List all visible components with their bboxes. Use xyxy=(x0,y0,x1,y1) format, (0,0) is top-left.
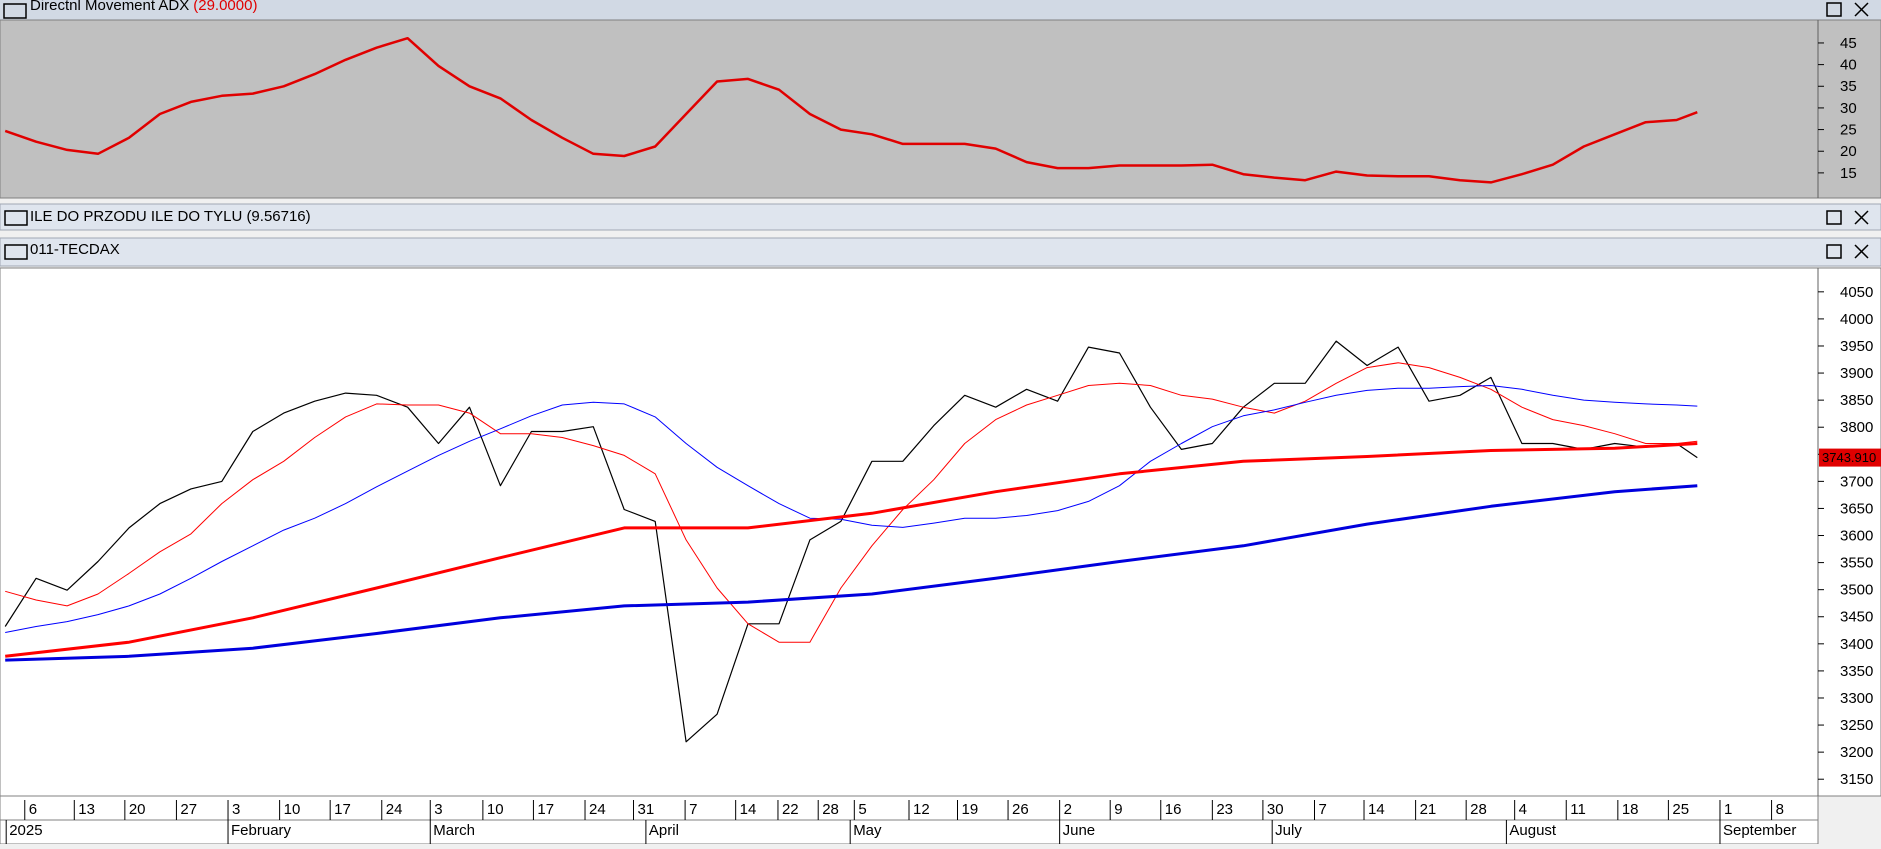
series-line xyxy=(5,385,1698,633)
window-icon xyxy=(3,3,27,19)
x-tick-label: 18 xyxy=(1622,801,1639,818)
x-tick-label: 27 xyxy=(180,801,197,818)
x-tick-label: 19 xyxy=(961,801,978,818)
x-tick-label: 31 xyxy=(638,801,655,818)
title-bar xyxy=(0,203,1881,231)
maximize-button[interactable] xyxy=(1826,210,1842,225)
y-tick-label: 3550 xyxy=(1840,555,1873,572)
month-label: February xyxy=(231,822,292,839)
month-label: 2025 xyxy=(9,822,42,839)
y-tick-label: 3350 xyxy=(1840,663,1873,680)
x-tick-label: 22 xyxy=(782,801,799,818)
y-tick-label: 3650 xyxy=(1840,500,1873,517)
x-tick-label: 12 xyxy=(913,801,930,818)
panel-title: ILE DO PRZODU ILE DO TYLU (9.56716) xyxy=(30,208,311,225)
x-tick-label: 26 xyxy=(1012,801,1029,818)
x-tick-label: 28 xyxy=(1470,801,1487,818)
window-icons xyxy=(3,2,1869,260)
y-tick-label: 40 xyxy=(1840,57,1857,74)
x-tick-label: 24 xyxy=(589,801,606,818)
x-tick-label: 28 xyxy=(822,801,839,818)
y-tick-label: 3800 xyxy=(1840,419,1873,436)
y-tick-label: 30 xyxy=(1840,100,1857,117)
series-line xyxy=(5,362,1698,643)
x-tick-label: 4 xyxy=(1519,801,1527,818)
series-line xyxy=(5,484,1698,662)
y-tick-label: 25 xyxy=(1840,122,1857,139)
adx-panel xyxy=(0,19,1881,199)
window-icon xyxy=(4,210,28,226)
close-button[interactable] xyxy=(1854,2,1869,17)
x-tick-label: 10 xyxy=(284,801,301,818)
x-tick-label: 9 xyxy=(1114,801,1122,818)
x-tick-label: 8 xyxy=(1776,801,1784,818)
price-panel xyxy=(0,267,1881,797)
x-tick-label: 17 xyxy=(334,801,351,818)
series-line xyxy=(5,442,1698,658)
x-tick-label: 16 xyxy=(1165,801,1182,818)
y-tick-label: 3700 xyxy=(1840,473,1873,490)
y-tick-label: 3200 xyxy=(1840,744,1873,761)
x-tick-label: 30 xyxy=(1267,801,1284,818)
x-tick-label: 10 xyxy=(487,801,504,818)
maximize-button[interactable] xyxy=(1826,244,1842,259)
x-tick-label: 5 xyxy=(858,801,866,818)
x-tick-label: 14 xyxy=(1368,801,1385,818)
x-tick-label: 1 xyxy=(1724,801,1732,818)
series-line xyxy=(4,340,1698,743)
y-tick-label: 45 xyxy=(1840,35,1857,52)
last-value-label: 3743.910 xyxy=(1822,450,1876,465)
x-tick-label: 14 xyxy=(740,801,757,818)
y-tick-label: 3850 xyxy=(1840,392,1873,409)
y-tick-label: 3900 xyxy=(1840,365,1873,382)
y-tick-label: 4050 xyxy=(1840,284,1873,301)
month-label: August xyxy=(1509,822,1557,839)
y-tick-label: 20 xyxy=(1840,143,1857,160)
panel-title: Directnl Movement ADX xyxy=(30,0,189,14)
month-label: July xyxy=(1275,822,1302,839)
close-button[interactable] xyxy=(1854,210,1869,225)
y-tick-label: 3150 xyxy=(1840,771,1873,788)
y-tick-label: 3600 xyxy=(1840,527,1873,544)
y-tick-label: 3450 xyxy=(1840,609,1873,626)
month-label: June xyxy=(1063,822,1096,839)
y-tick-label: 4000 xyxy=(1840,311,1873,328)
month-label: May xyxy=(853,822,882,839)
month-label: September xyxy=(1723,822,1796,839)
month-label: March xyxy=(433,822,475,839)
close-button[interactable] xyxy=(1854,244,1869,259)
y-tick-label: 35 xyxy=(1840,78,1857,95)
y-tick-label: 3500 xyxy=(1840,582,1873,599)
month-label: April xyxy=(649,822,679,839)
maximize-button[interactable] xyxy=(1826,2,1842,17)
x-tick-label: 2 xyxy=(1064,801,1072,818)
window-icon xyxy=(4,244,28,260)
y-tick-label: 15 xyxy=(1840,165,1857,182)
panel-title: 011-TECDAX xyxy=(30,241,120,258)
last-value-box xyxy=(1819,448,1881,467)
x-tick-label: 25 xyxy=(1672,801,1689,818)
x-tick-label: 17 xyxy=(537,801,554,818)
y-tick-label: 3250 xyxy=(1840,717,1873,734)
panel-title-value: (29.0000) xyxy=(193,0,257,14)
y-tick-label: 3950 xyxy=(1840,338,1873,355)
x-tick-label: 24 xyxy=(386,801,403,818)
x-tick-label: 7 xyxy=(689,801,697,818)
title-bar xyxy=(0,0,1881,20)
title-bar xyxy=(0,237,1881,267)
x-tick-label: 20 xyxy=(129,801,146,818)
x-tick-label: 23 xyxy=(1216,801,1233,818)
y-tick-label: 3400 xyxy=(1840,636,1873,653)
x-tick-label: 7 xyxy=(1318,801,1326,818)
x-tick-label: 3 xyxy=(232,801,240,818)
x-tick-label: 21 xyxy=(1420,801,1437,818)
x-tick-label: 13 xyxy=(78,801,95,818)
x-tick-label: 6 xyxy=(29,801,37,818)
series-line xyxy=(4,36,1698,184)
y-tick-label: 3300 xyxy=(1840,690,1873,707)
x-tick-label: 11 xyxy=(1570,801,1586,818)
x-tick-label: 3 xyxy=(434,801,442,818)
